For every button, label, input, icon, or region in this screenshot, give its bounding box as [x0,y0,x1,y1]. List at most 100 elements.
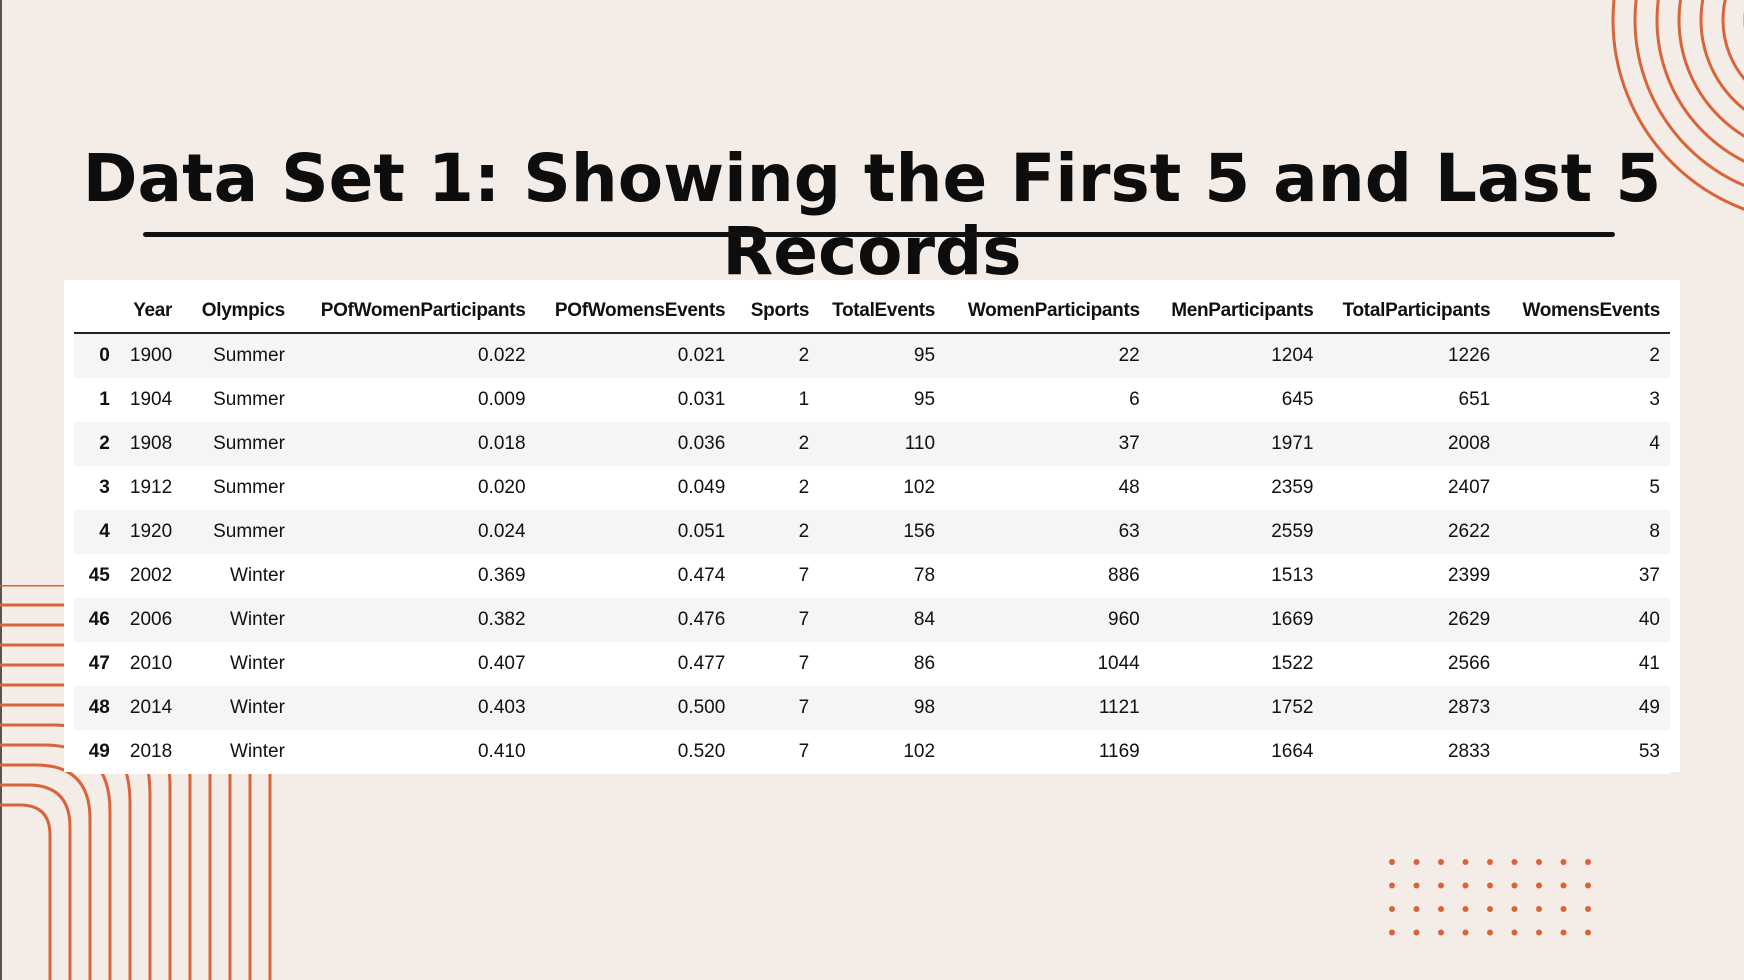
table-cell: 2833 [1447,741,1491,762]
column-header: WomenParticipants [945,290,1150,334]
column-header: WomensEvents [1500,290,1670,334]
table-cell: 7 [798,609,810,630]
table-cell: 0.403 [477,697,526,718]
table-cell: 1904 [129,389,173,410]
table-cell: 886 [1108,565,1140,586]
table-cell: 40 [1638,609,1660,630]
table-cell: 0.020 [477,477,526,498]
table-cell: 1664 [1271,741,1314,762]
table-cell: 7 [798,653,810,674]
table-cell: 1669 [1271,609,1314,630]
table-cell: 1908 [129,433,173,454]
row-index: 3 [99,477,110,498]
table-cell: 0.051 [677,521,726,542]
table-cell: 2 [798,433,810,454]
table-cell: 95 [913,389,936,410]
table-cell: 1920 [129,521,173,542]
table-cell: 2407 [1447,477,1491,498]
table-cell: 0.369 [477,565,526,586]
table-cell: 1169 [1098,741,1140,762]
column-header: Olympics [182,290,295,334]
table-cell: 102 [903,477,936,498]
table-cell: 49 [1638,697,1660,718]
table-cell: 8 [1649,521,1660,542]
table-cell: 7 [798,565,810,586]
table-cell: 0.520 [677,741,726,762]
table-cell: Summer [213,433,285,454]
table-row: 3 1912 Summer 0.020 0.049 2 102 48 2359 2407 5 [74,466,1670,510]
table-cell: 0.031 [677,389,726,410]
table-cell: 1121 [1098,697,1140,718]
table-cell: 2014 [129,697,173,718]
table-cell: Winter [230,609,285,630]
table-cell: 1522 [1271,653,1314,674]
table-cell: 0.009 [477,389,526,410]
table-cell: 2006 [129,609,173,630]
table-cell: 2559 [1271,521,1314,542]
table-cell: Winter [230,741,285,762]
table-cell: 1044 [1097,653,1140,674]
table-cell: 53 [1638,741,1660,762]
table-cell: 1204 [1271,345,1314,366]
index-column-header [74,290,120,334]
table-cell: 4 [1649,433,1660,454]
table-cell: 1752 [1271,697,1314,718]
table-cell: 0.049 [677,477,726,498]
table-cell: 0.021 [677,345,726,366]
column-header: POfWomensEvents [535,290,736,334]
column-header: Sports [735,290,820,334]
row-index: 47 [88,653,110,674]
table-cell: 78 [913,565,936,586]
table-row: 1 1904 Summer 0.009 0.031 1 95 6 645 651 3 [74,378,1670,422]
row-index: 45 [88,565,110,586]
table-row: 4 1920 Summer 0.024 0.051 2 156 63 2559 2622 8 [74,510,1670,554]
table-cell: 1226 [1447,345,1491,366]
table-cell: 2359 [1271,477,1314,498]
table-cell: 41 [1638,653,1660,674]
header-row: Year Olympics POfWomenParticipants POfWomen… [74,290,1670,334]
table-cell: Summer [213,477,285,498]
dataframe-table: Year Olympics POfWomenParticipants POfWomen… [74,290,1670,774]
table-cell: 2399 [1447,565,1491,586]
table-cell: 48 [1118,477,1140,498]
table-row: 47 2010 Winter 0.407 0.477 7 86 1044 1522 2566 41 [74,642,1670,686]
column-header: Year [119,290,183,334]
table-cell: 0.022 [477,345,526,366]
table-cell: 2 [798,345,810,366]
table-cell: 0.407 [477,653,526,674]
table-cell: 2629 [1447,609,1491,630]
table-cell: 22 [1118,345,1140,366]
table-cell: 156 [903,521,936,542]
table-cell: 960 [1108,609,1140,630]
table-cell: 1971 [1271,433,1314,454]
table-cell: 1 [798,389,810,410]
table-cell: 0.476 [677,609,726,630]
table-cell: 98 [913,697,936,718]
table-cell: 1900 [129,345,173,366]
table-cell: 0.474 [677,565,726,586]
table-row: 49 2018 Winter 0.410 0.520 7 102 1169 1664 2833 53 [74,730,1670,774]
table-cell: 0.024 [477,521,526,542]
row-index: 48 [88,697,110,718]
table-row: 46 2006 Winter 0.382 0.476 7 84 960 1669 2629 40 [74,598,1670,642]
table-cell: 0.018 [477,433,526,454]
table-cell: 5 [1649,477,1660,498]
row-index: 1 [99,389,110,410]
table-cell: Winter [230,697,285,718]
column-header: TotalParticipants [1323,290,1501,334]
table-cell: 2622 [1447,521,1491,542]
table-cell: 7 [798,697,810,718]
column-header: POfWomenParticipants [294,290,536,334]
table-cell: 0.036 [677,433,726,454]
row-index: 0 [99,345,110,366]
title-underline [143,232,1615,237]
table-cell: 2 [1649,345,1660,366]
row-index: 46 [88,609,110,630]
table-cell: 0.500 [677,697,726,718]
table-cell: 95 [913,345,936,366]
table-cell: Summer [213,345,285,366]
table-row: 2 1908 Summer 0.018 0.036 2 110 37 1971 2008 4 [74,422,1670,466]
table-cell: 37 [1118,433,1140,454]
table-cell: 86 [913,653,936,674]
row-index: 49 [88,741,110,762]
